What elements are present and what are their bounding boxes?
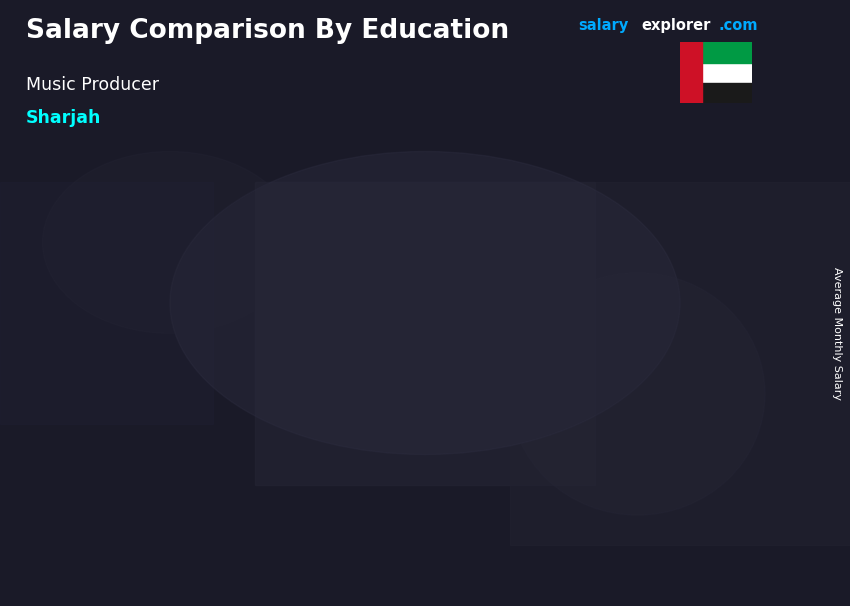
Bar bbox=[680, 42, 752, 63]
Polygon shape bbox=[358, 365, 371, 533]
Bar bbox=[255, 182, 595, 485]
Text: .com: .com bbox=[718, 18, 757, 33]
Ellipse shape bbox=[42, 152, 298, 333]
Polygon shape bbox=[178, 391, 190, 533]
Text: Average Monthly Salary: Average Monthly Salary bbox=[832, 267, 842, 400]
Bar bbox=[628, 213, 718, 533]
Text: 15,000 AED: 15,000 AED bbox=[272, 344, 367, 359]
Bar bbox=[680, 42, 701, 103]
Polygon shape bbox=[538, 290, 551, 533]
Bar bbox=[448, 290, 538, 533]
Polygon shape bbox=[718, 213, 731, 533]
Bar bbox=[0, 182, 212, 424]
Text: Sharjah: Sharjah bbox=[26, 109, 101, 127]
Text: 28,500 AED: 28,500 AED bbox=[632, 193, 728, 207]
Ellipse shape bbox=[170, 152, 680, 454]
Text: explorer: explorer bbox=[642, 18, 711, 33]
Bar bbox=[510, 182, 850, 545]
Text: salary: salary bbox=[578, 18, 628, 33]
Bar bbox=[88, 391, 178, 533]
Text: Salary Comparison By Education: Salary Comparison By Education bbox=[26, 18, 508, 44]
Text: 21,700 AED: 21,700 AED bbox=[452, 269, 547, 284]
Ellipse shape bbox=[510, 273, 765, 515]
Text: Music Producer: Music Producer bbox=[26, 76, 158, 94]
Text: +31%: +31% bbox=[561, 120, 619, 138]
Bar bbox=[680, 83, 752, 103]
Text: +45%: +45% bbox=[381, 196, 439, 215]
Bar bbox=[268, 365, 358, 533]
Text: 12,700 AED: 12,700 AED bbox=[92, 370, 187, 385]
Text: +18%: +18% bbox=[201, 272, 258, 290]
